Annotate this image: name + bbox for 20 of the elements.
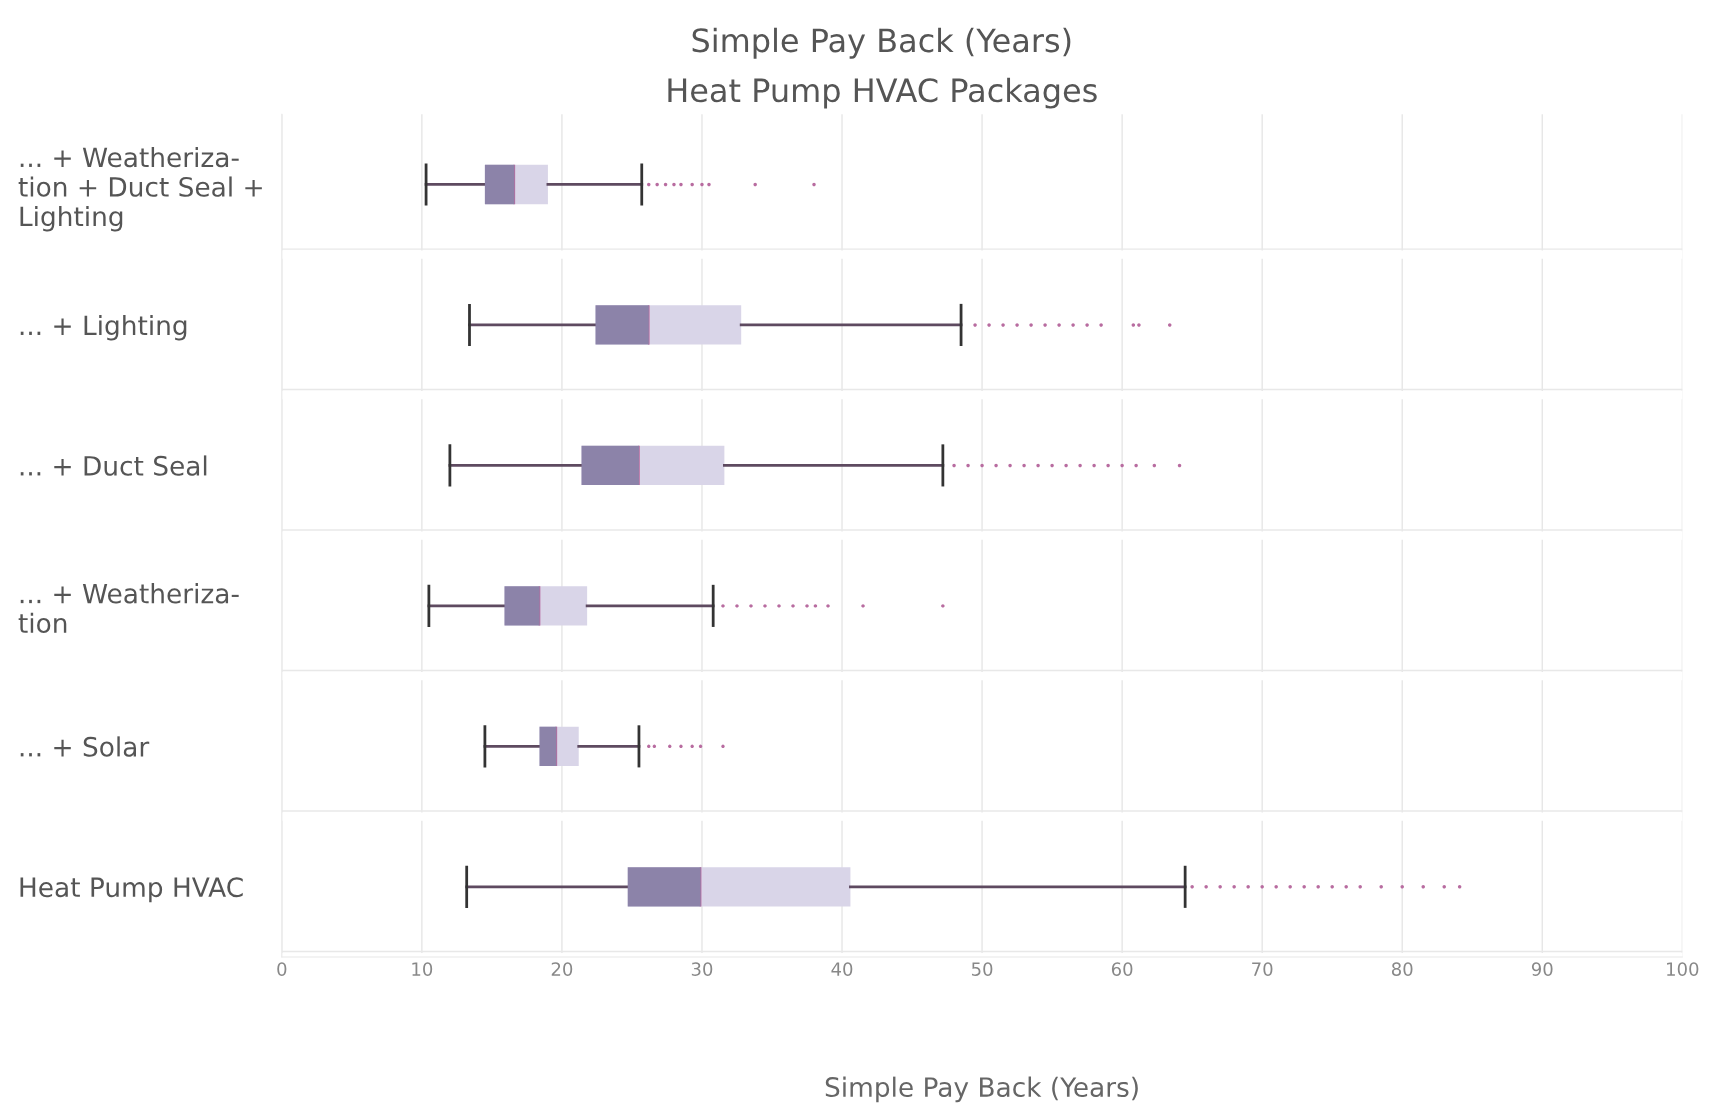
x-axis-title: Simple Pay Back (Years) [825, 1076, 1138, 1103]
y-tick-label: ... + Weatheriza- tion + Duct Seal + Lighting [18, 146, 262, 232]
x-tick-label: 80 [1391, 962, 1413, 976]
x-tick-label: 90 [1531, 962, 1553, 976]
x-tick-label: 50 [971, 962, 993, 976]
chart-subtitle: Heat Pump HVAC Packages [668, 77, 1097, 109]
chart-title: Simple Pay Back (Years) [692, 27, 1071, 59]
y-tick-label: ... + Weatheriza- tion [18, 583, 239, 634]
y-tick-label: Heat Pump HVAC [20, 877, 243, 903]
x-tick-label: 20 [551, 962, 573, 976]
x-tick-label: 70 [1252, 962, 1273, 976]
x-tick-label: 30 [691, 962, 713, 976]
x-tick-label: 100 [1667, 962, 1699, 976]
y-tick-label: ... + Duct Seal [20, 455, 207, 476]
y-tick-label: ... + Solar [20, 736, 150, 757]
y-tick-label: ... + Lighting [20, 314, 187, 341]
x-tick-label: 0 [277, 962, 287, 976]
x-tick-label: 60 [1111, 962, 1133, 976]
x-tick-label: 40 [831, 962, 853, 976]
x-tick-label: 10 [412, 962, 433, 976]
